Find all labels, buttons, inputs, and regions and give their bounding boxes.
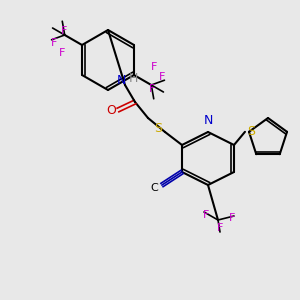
Text: H: H [128,73,138,85]
Text: S: S [154,122,162,136]
Text: F: F [61,26,67,36]
Text: F: F [149,84,155,94]
Text: N: N [203,114,213,127]
Text: F: F [59,48,65,58]
Text: F: F [203,210,209,220]
Text: F: F [159,72,165,82]
Text: F: F [51,38,57,48]
Text: S: S [247,125,255,138]
Text: O: O [106,103,116,116]
Text: F: F [217,223,223,233]
Text: N: N [116,74,126,88]
Text: C: C [150,183,158,193]
Text: F: F [229,213,235,223]
Text: F: F [151,62,157,72]
